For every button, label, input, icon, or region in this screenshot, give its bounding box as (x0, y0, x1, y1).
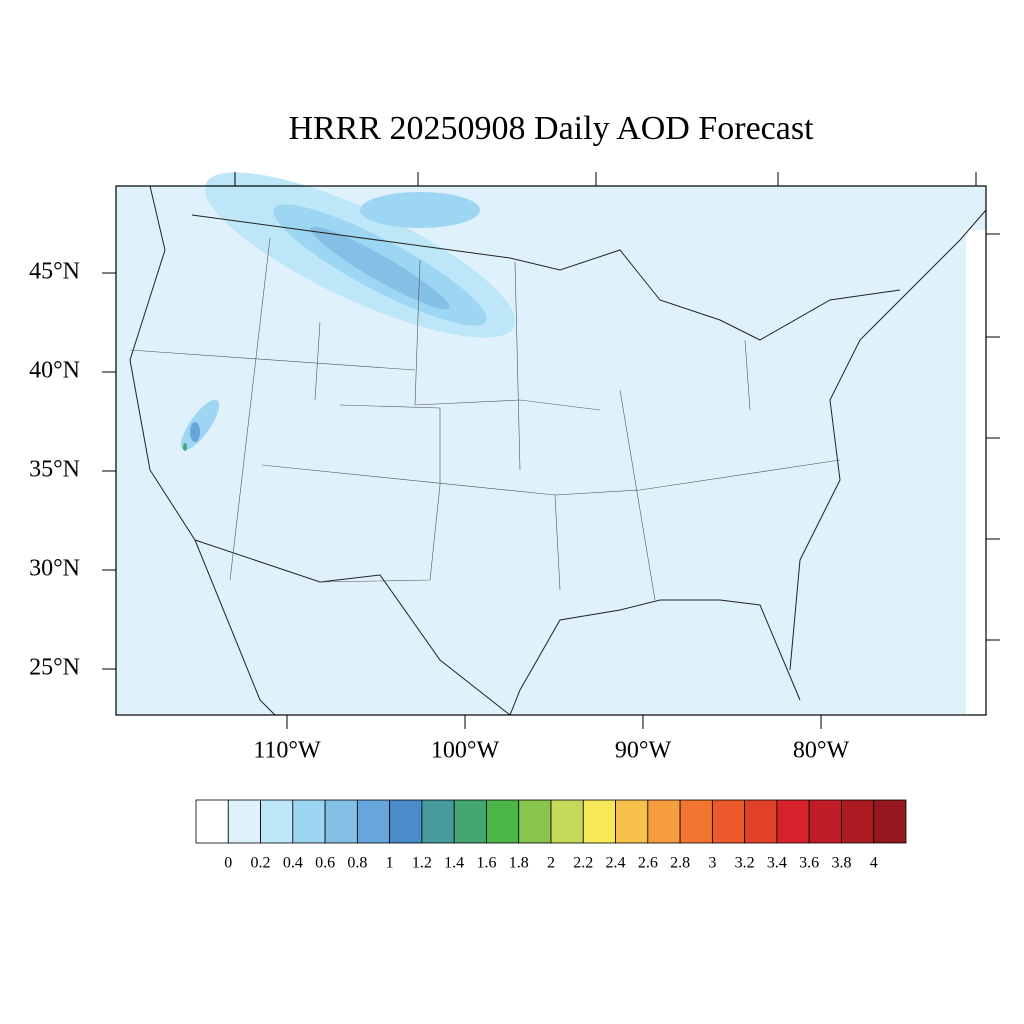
colorbar-swatch (421, 799, 455, 844)
colorbar-label: 2 (547, 855, 555, 872)
colorbar-label: 3.2 (735, 855, 755, 872)
colorbar-swatch (582, 799, 616, 844)
colorbar-label: 3.8 (831, 855, 851, 872)
lat-label: 25°N (29, 655, 80, 681)
lat-label: 35°N (29, 457, 80, 483)
frame-ticks (234, 172, 1000, 641)
colorbar-swatch (356, 799, 391, 844)
lat-label: 45°N (29, 259, 80, 285)
colorbar-swatch (711, 799, 746, 844)
colorbar-label: 2.6 (638, 855, 658, 872)
colorbar-label: 2.4 (606, 855, 626, 872)
colorbar-label: 1.4 (444, 855, 464, 872)
lon-label: 80°W (793, 738, 850, 764)
colorbar-swatch (615, 799, 649, 844)
colorbar-label: 2.8 (670, 855, 690, 872)
colorbar-swatch (292, 799, 326, 844)
lon-label: 90°W (615, 738, 672, 764)
colorbar-label: 1.6 (476, 855, 496, 872)
colorbar-label: 3.6 (799, 855, 819, 872)
colorbar-label: 2.2 (573, 855, 593, 872)
smoke-plume (180, 172, 516, 451)
colorbar-swatch (744, 799, 778, 844)
lat-label: 30°N (29, 556, 80, 582)
colorbar-swatch (389, 799, 423, 844)
state-borders (129, 237, 841, 601)
lon-label: 110°W (253, 738, 321, 764)
map-title: HRRR 20250908 Daily AOD Forecast (288, 110, 814, 147)
colorbar-swatch (453, 799, 487, 844)
colorbar-swatch (679, 799, 713, 844)
colorbar-label: 0 (224, 855, 232, 872)
colorbar-label: 3 (708, 855, 716, 872)
colorbar-swatch (647, 799, 681, 844)
coastline-borders (129, 185, 987, 716)
colorbar-label: 1 (386, 855, 394, 872)
colorbar-label: 0.2 (251, 855, 271, 872)
colorbar-swatch (841, 799, 875, 844)
colorbar-swatch (808, 799, 842, 844)
lon-label: 100°W (431, 738, 500, 764)
colorbar-swatch (260, 799, 294, 844)
colorbar-label: 0.6 (315, 855, 335, 872)
map-frame (115, 185, 987, 716)
colorbar-swatch (518, 799, 552, 844)
colorbar-label: 4 (870, 855, 878, 872)
colorbar-label: 1.2 (412, 855, 432, 872)
colorbar-label: 0.4 (283, 855, 303, 872)
colorbar-label: 0.8 (347, 855, 367, 872)
colorbar-swatch (324, 799, 358, 844)
colorbar-swatch (873, 799, 907, 844)
colorbar-swatch (486, 799, 520, 844)
colorbar-label: 1.8 (509, 855, 529, 872)
colorbar-swatch (776, 799, 810, 844)
colorbar-label: 3.4 (767, 855, 787, 872)
colorbar-swatch (195, 799, 229, 844)
lat-label: 40°N (29, 358, 80, 384)
colorbar-swatch (550, 799, 584, 844)
map-background (116, 186, 986, 715)
colorbar-swatch (227, 799, 261, 844)
map-margin (966, 230, 986, 715)
